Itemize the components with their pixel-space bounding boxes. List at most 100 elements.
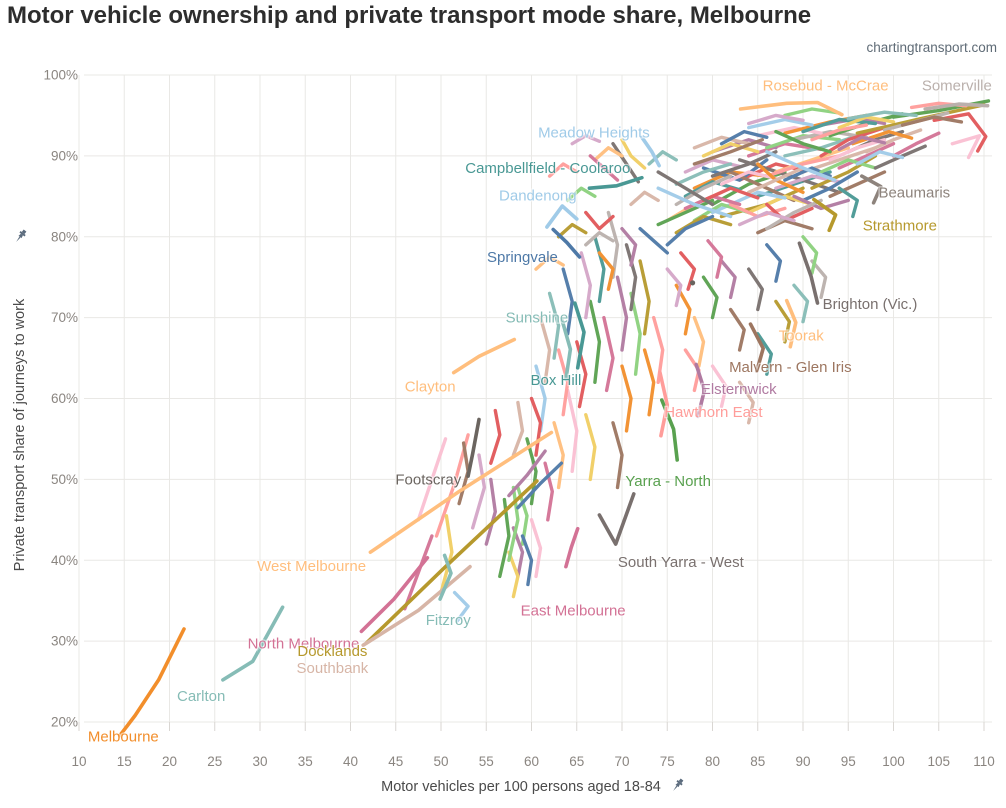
trajectory-line (692, 137, 764, 166)
suburb-line (438, 553, 453, 601)
suburb-label: Somerville (922, 78, 992, 95)
trajectory-line (719, 259, 737, 300)
suburb-label: Dandenong (499, 188, 577, 205)
trajectory-line (783, 107, 841, 118)
background-trajectories (403, 99, 991, 623)
suburb-line (738, 100, 844, 117)
x-tick-label: 75 (660, 754, 675, 769)
trajectory-line (511, 400, 525, 457)
trajectory-line (774, 299, 792, 344)
trajectory-line (534, 364, 547, 433)
y-tick-label: 100% (43, 68, 78, 83)
trajectory-line (538, 315, 552, 384)
trajectory-line (747, 166, 805, 195)
suburb-line (658, 370, 670, 438)
trajectory-line (765, 150, 837, 182)
suburb-label: Fitzroy (426, 612, 472, 629)
trajectory-line (584, 210, 615, 231)
suburb-line (812, 197, 838, 233)
trajectory-line (756, 218, 814, 235)
trajectory-line (615, 275, 629, 352)
trajectory-line (819, 158, 878, 174)
trajectory-line (579, 251, 592, 320)
y-tick-label: 70% (51, 310, 78, 325)
trajectory-line (864, 128, 923, 154)
trajectory-line (701, 275, 719, 320)
trajectory-line (900, 115, 964, 127)
suburb-line (451, 337, 517, 375)
x-tick-label: 20 (162, 754, 177, 769)
labeled-trajectories (117, 100, 990, 738)
trajectory-line (828, 170, 887, 199)
suburb-line (640, 135, 661, 168)
x-tick-label: 25 (207, 754, 222, 769)
suburb-labels: Melbourne Carlton North MelbourneDocklands… (87, 76, 993, 747)
suburb-label: Hawthorn East (664, 404, 763, 421)
x-tick-label: 95 (841, 754, 856, 769)
suburb-line (597, 492, 636, 546)
trajectory-line (624, 243, 638, 312)
trajectory-line (588, 299, 602, 384)
y-tick-label: 20% (51, 715, 78, 730)
y-tick-label: 90% (51, 148, 78, 163)
x-tick-label: 105 (927, 754, 950, 769)
suburb-line (560, 319, 573, 381)
trajectory-line (507, 550, 520, 599)
trajectory-line (629, 291, 642, 376)
suburb-label: Brighton (Vic.) (823, 296, 918, 313)
suburb-label: North Melbourne (248, 636, 360, 653)
trajectory-line (837, 141, 896, 170)
trajectory-line (756, 125, 823, 138)
suburb-line (368, 430, 554, 555)
y-axis-title: Private transport share of journeys to w… (12, 298, 28, 571)
trajectory-line (837, 186, 859, 219)
trajectory-line (719, 129, 769, 146)
trajectory-line (747, 267, 764, 312)
trajectory-line (511, 526, 525, 579)
suburb-label: Springvale (487, 249, 558, 266)
trajectory-line (403, 534, 434, 611)
trajectory-line (606, 210, 620, 279)
attribution-text: chartingtransport.com (866, 40, 997, 55)
trajectory-line (801, 235, 819, 275)
trajectory-line (765, 198, 823, 231)
y-tick-label: 50% (51, 472, 78, 487)
suburb-line (784, 298, 798, 349)
suburb-line (694, 362, 707, 419)
suburb-label: Melbourne (88, 729, 159, 746)
trajectory-line (706, 239, 724, 279)
trajectory-line (620, 364, 633, 433)
trajectory-line (584, 413, 597, 482)
trajectory-line (783, 166, 832, 182)
pin-icon (673, 778, 684, 791)
trajectory-line (570, 133, 602, 146)
suburb-label: Box Hill (531, 372, 582, 389)
y-tick-label: 60% (51, 391, 78, 406)
trajectory-line (810, 259, 828, 300)
suburb-label: Yarra - North (625, 473, 711, 490)
suburb-label: Toorak (779, 327, 825, 344)
x-tick-label: 60 (524, 754, 539, 769)
trajectory-line (837, 135, 887, 152)
x-tick-label: 65 (569, 754, 584, 769)
trajectory-line (566, 388, 579, 473)
trajectory-line (747, 141, 823, 158)
trajectory-line (452, 590, 470, 623)
suburb-line (359, 555, 430, 634)
suburb-line (859, 174, 883, 205)
trajectory-line (647, 150, 678, 166)
trajectory-line (516, 461, 564, 510)
trajectory-line (728, 307, 746, 352)
suburb-line (573, 301, 586, 370)
suburb-label: Elsternwick (701, 381, 777, 398)
trajectory-line (602, 315, 615, 393)
x-tick-label: 30 (252, 754, 267, 769)
suburb-line (364, 479, 539, 645)
suburb-line (797, 241, 820, 305)
trajectory-line (611, 421, 624, 490)
trajectory-line (439, 514, 454, 595)
trajectory-line (737, 210, 796, 227)
trajectory-line (656, 198, 715, 227)
